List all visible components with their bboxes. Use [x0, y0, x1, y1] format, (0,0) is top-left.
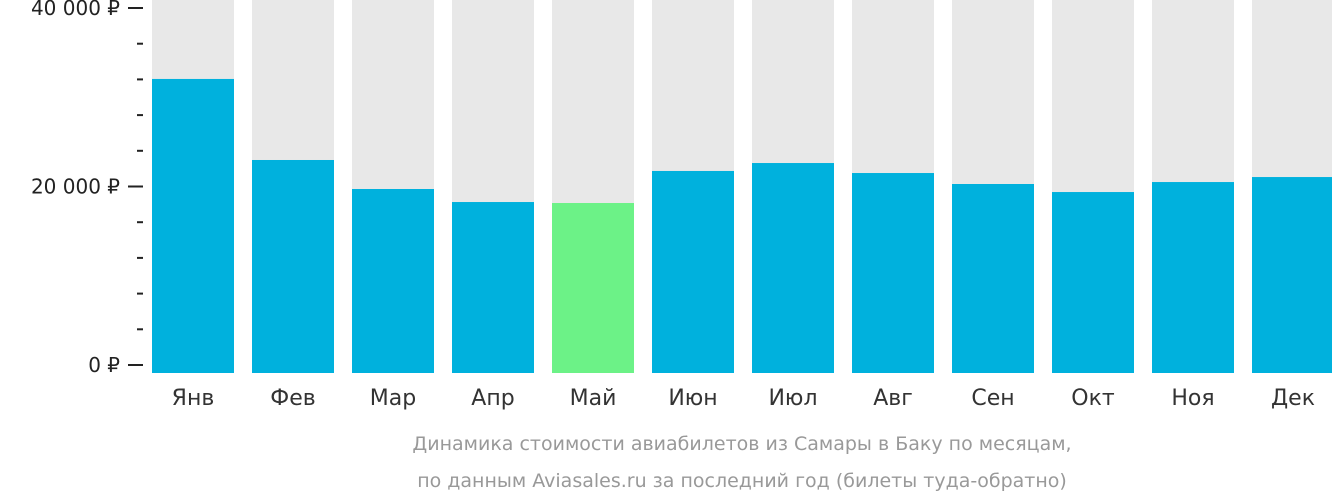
bar-Ноя: [1152, 182, 1234, 373]
x-tick-label: Фев: [270, 386, 315, 411]
bar-Апр: [452, 202, 534, 373]
x-tick-label: Июн: [668, 386, 717, 411]
x-tick-label: Окт: [1071, 386, 1115, 411]
x-tick-label: Апр: [471, 386, 514, 411]
x-tick-label: Янв: [172, 386, 215, 411]
x-tick-label: Дек: [1271, 386, 1315, 411]
x-tick-label: Авг: [873, 386, 913, 411]
bar-Окт: [1052, 192, 1134, 373]
x-axis-labels: Янв Фев Мар Апр Май Июн Июл Авг Сен Окт Ноя Дек: [172, 386, 1315, 411]
caption-line-2: по данным Aviasales.ru за последний год …: [417, 470, 1067, 492]
bar-Дек: [1252, 177, 1332, 373]
bar-Фев: [252, 159, 334, 373]
bar-Янв: [152, 78, 234, 374]
y-axis: 0 ₽ 20 000 ₽ 40 000 ₽: [31, 0, 143, 377]
x-tick-label: Июл: [768, 386, 817, 411]
bar-Май: [552, 203, 634, 373]
y-tick-label: 0 ₽: [88, 353, 120, 377]
bar-Сен: [952, 184, 1034, 373]
caption-line-1: Динамика стоимости авиабилетов из Самары…: [412, 433, 1071, 455]
bar-Июл: [752, 163, 834, 373]
y-tick-label: 40 000 ₽: [31, 0, 120, 20]
bars-group: [152, 0, 1332, 374]
bar-Мар: [352, 188, 434, 373]
x-tick-label: Мар: [370, 386, 416, 411]
x-tick-label: Ноя: [1171, 386, 1214, 411]
bar-Июн: [652, 170, 734, 373]
x-tick-label: Май: [570, 386, 617, 411]
bar-Авг: [852, 173, 934, 373]
y-tick-label: 20 000 ₽: [31, 175, 120, 199]
x-tick-label: Сен: [971, 386, 1014, 411]
